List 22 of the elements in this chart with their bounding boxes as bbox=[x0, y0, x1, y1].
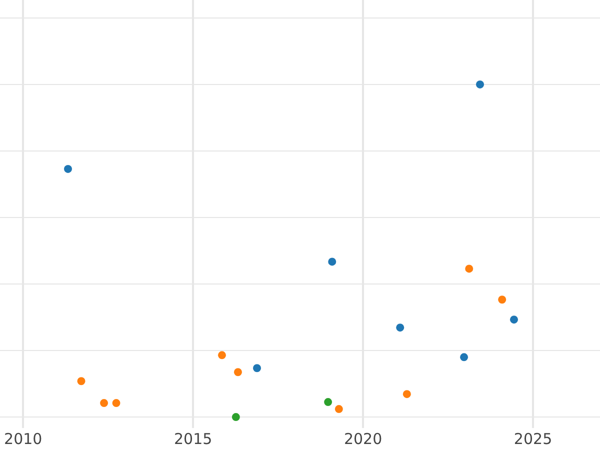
point bbox=[218, 351, 226, 360]
point bbox=[476, 80, 484, 88]
x-tick-label: 2020 bbox=[344, 430, 382, 448]
point bbox=[64, 164, 72, 173]
x-tick-label: 2015 bbox=[174, 430, 212, 448]
point bbox=[334, 405, 343, 414]
point bbox=[77, 377, 86, 386]
point bbox=[100, 399, 108, 408]
point bbox=[402, 390, 411, 398]
point bbox=[460, 353, 468, 362]
point bbox=[232, 413, 240, 422]
point bbox=[396, 324, 404, 332]
point bbox=[234, 368, 242, 376]
x-tick-label: 2025 bbox=[514, 430, 552, 448]
x-tick-label: 2010 bbox=[4, 430, 42, 448]
point bbox=[510, 316, 518, 324]
point bbox=[465, 264, 474, 273]
point bbox=[498, 296, 506, 304]
point bbox=[112, 399, 120, 408]
point bbox=[324, 398, 332, 406]
point bbox=[253, 364, 261, 372]
point bbox=[328, 258, 336, 266]
